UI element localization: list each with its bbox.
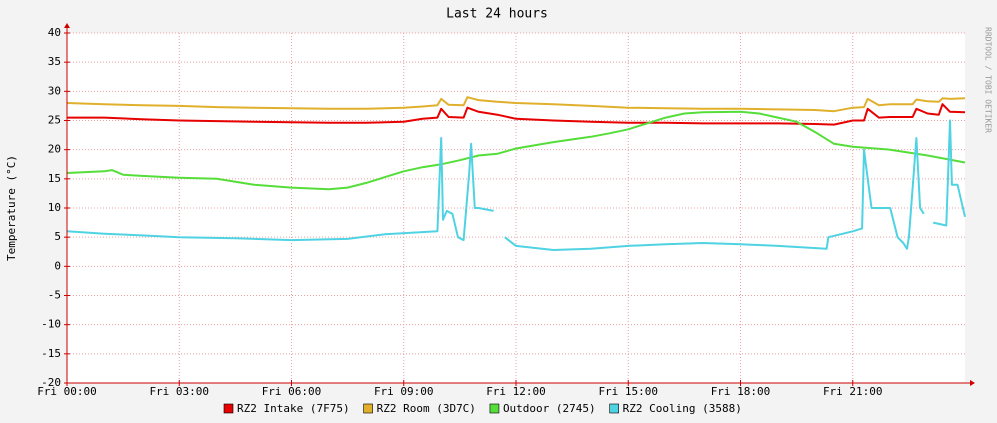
- x-tick-label: Fri 21:00: [823, 385, 883, 398]
- series-line: [66, 110, 966, 191]
- legend-label: RZ2 Cooling (3588): [623, 402, 742, 415]
- x-arrow: [970, 380, 975, 386]
- x-tick-label: Fri 09:00: [374, 385, 434, 398]
- x-tick-label: Fri 00:00: [37, 385, 97, 398]
- x-tick-label: Fri 03:00: [149, 385, 209, 398]
- legend-label: RZ2 Room (3D7C): [377, 402, 476, 415]
- y-tick-label: -10: [41, 318, 61, 331]
- legend: RZ2 Intake (7F75) RZ2 Room (3D7C) Outdoor …: [223, 402, 742, 415]
- y-tick-label: 10: [48, 201, 61, 214]
- lines: [66, 96, 966, 251]
- y-tick-label: 20: [48, 143, 61, 156]
- y-tick-label: 40: [48, 26, 61, 39]
- series-line: [67, 103, 966, 126]
- y-tick-label: -15: [41, 347, 61, 360]
- y-tick-label: 0: [54, 259, 61, 272]
- x-tick-label: Fri 12:00: [486, 385, 546, 398]
- legend-swatch: [223, 403, 234, 414]
- x-tick-label: Fri 15:00: [598, 385, 658, 398]
- y-tick-label: 25: [48, 114, 61, 127]
- x-tick-label: Fri 06:00: [262, 385, 322, 398]
- legend-swatch: [609, 403, 619, 414]
- y-tick-label: 15: [48, 172, 61, 185]
- series-line: [66, 119, 966, 251]
- y-tick-label: 30: [48, 84, 61, 97]
- y-tick-label: 35: [48, 55, 61, 68]
- watermark: RRDTOOL / TOBI OETIKER: [984, 27, 993, 133]
- x-tick-label: Fri 18:00: [711, 385, 771, 398]
- series-line: [66, 96, 966, 113]
- y-axis-label: Temperature (°C): [5, 155, 18, 261]
- y-tick-label: -5: [48, 289, 61, 302]
- y-arrow: [64, 23, 70, 28]
- y-tick-label: -20: [41, 376, 61, 389]
- legend-label: RZ2 Intake (7F75): [237, 402, 350, 415]
- y-tick-label: 5: [54, 230, 61, 243]
- legend-swatch: [489, 403, 500, 414]
- legend-label: Outdoor (2745): [503, 402, 596, 415]
- legend-swatch: [363, 403, 373, 414]
- chart-title: Last 24 hours: [446, 7, 548, 22]
